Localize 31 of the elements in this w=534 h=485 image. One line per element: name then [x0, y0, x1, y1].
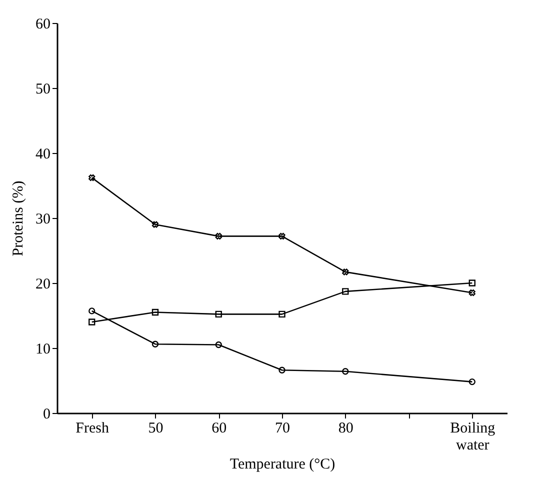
y-tick-label: 40: [36, 146, 50, 162]
x-axis-title: Temperature (°C): [230, 456, 336, 472]
point: [342, 288, 349, 295]
point: [468, 280, 476, 286]
point: [278, 366, 286, 374]
y-tick-label: 50: [36, 82, 50, 98]
x-tick-label: 60: [212, 420, 227, 436]
x-tick-label: 80: [338, 420, 354, 436]
point: [342, 268, 349, 276]
y-tick-label: 10: [36, 342, 50, 358]
point: [468, 289, 476, 296]
y-tick-label: 30: [36, 212, 50, 228]
point: [152, 340, 159, 348]
y-tick-label: 20: [36, 276, 50, 292]
y-axis-title: Proteins (%): [10, 180, 26, 256]
point: [152, 221, 159, 228]
y-tick-label: 0: [43, 406, 50, 422]
point: [215, 310, 222, 318]
y-tick-label: 60: [36, 16, 50, 32]
point: [88, 174, 96, 182]
point: [152, 308, 159, 316]
point: [278, 310, 286, 318]
x-tick-label: Fresh: [76, 420, 110, 436]
point: [278, 232, 286, 240]
x-tick-label: 70: [275, 420, 290, 436]
point: [215, 341, 222, 348]
point: [342, 368, 349, 375]
x-tick-label: 50: [148, 420, 164, 436]
point: [215, 232, 222, 240]
point: [88, 318, 96, 326]
x-tick-label: Boiling water: [450, 420, 496, 454]
